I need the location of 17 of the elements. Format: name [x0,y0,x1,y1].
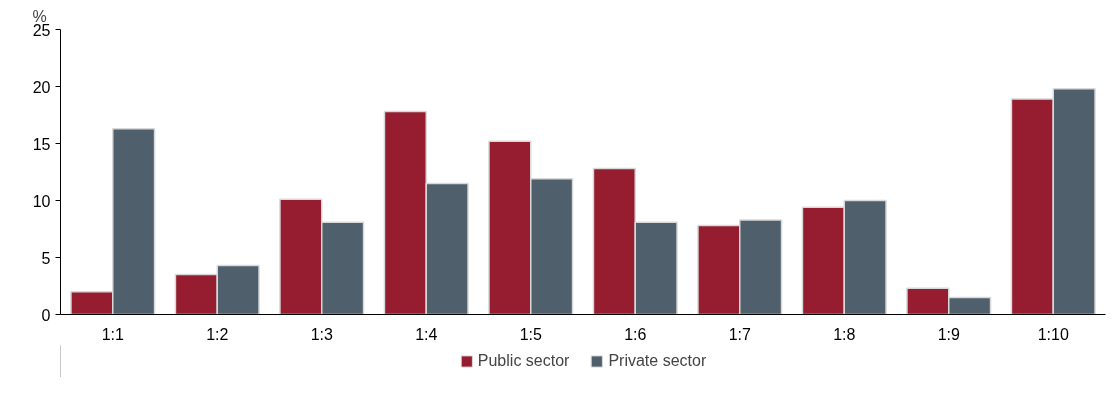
y-tick-label: 0 [41,306,51,324]
x-tick-label: 1:5 [519,325,542,343]
x-tick-label: 1:8 [833,325,856,343]
y-tick-label: 10 [32,192,51,210]
x-tick-label: 1:7 [728,325,751,343]
y-tick-label: 15 [32,135,51,153]
y-tick-label: 20 [32,78,51,96]
x-tick-label: 1:6 [624,325,647,343]
x-tick-label: 1:9 [937,325,960,343]
x-tick-label: 1:2 [206,325,229,343]
legend-label: Private sector [608,352,707,370]
x-tick-label: 1:1 [101,325,124,343]
y-tick-label: 5 [41,249,51,267]
x-tick-label: 1:10 [1037,325,1069,343]
x-tick-label: 1:4 [415,325,438,343]
legend-label: Public sector [477,352,570,370]
x-tick-label: 1:3 [310,325,333,343]
